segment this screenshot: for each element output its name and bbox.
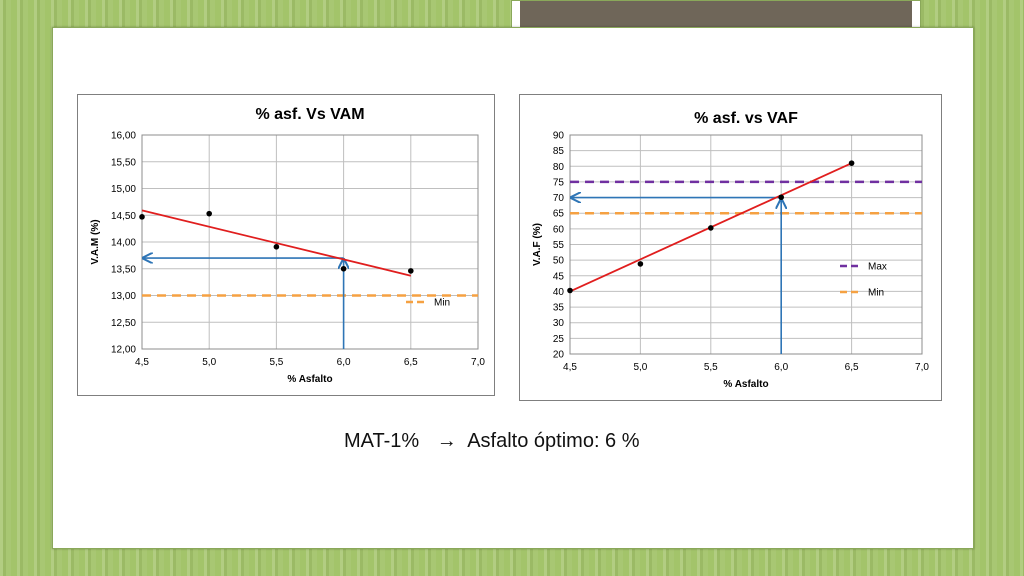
y-tick-label: 90 [553, 131, 565, 142]
data-point [848, 160, 855, 166]
x-tick-label: 4,5 [135, 357, 149, 368]
y-tick-label: 13,00 [111, 291, 136, 302]
y-tick-label: 85 [553, 146, 565, 157]
y-tick-label: 60 [553, 224, 565, 235]
y-tick-label: 12,00 [111, 345, 136, 356]
y-tick-label: 40 [553, 287, 565, 298]
data-point [567, 287, 573, 294]
y-tick-label: 50 [553, 256, 565, 267]
y-tick-label: 75 [553, 177, 565, 188]
chart-vam-svg: 12,00 12,50 13,00 13,50 14,00 14,50 15,00 15,50… [90, 106, 485, 385]
y-tick-label: 65 [553, 209, 565, 220]
legend-label-min: Min [434, 298, 450, 309]
conclusion-text: MAT-1% → Asfalto óptimo: 6 % [344, 430, 640, 453]
chart-vam: 12,00 12,50 13,00 13,50 14,00 14,50 15,00 15,50… [77, 94, 495, 396]
data-point [708, 225, 714, 231]
trend-line [141, 209, 412, 277]
x-tick-label: 5,5 [269, 357, 283, 368]
conclusion-material: MAT-1% [344, 430, 420, 452]
chart-vaf-svg: 20 25 30 35 40 45 50 55 60 65 70 75 80 85 90 4,5 5,0 5,5 6… [532, 110, 929, 390]
x-tick-label: 7,0 [471, 357, 485, 368]
y-tick-label: 15,00 [111, 184, 136, 195]
data-point [340, 265, 347, 272]
right-arrow-icon: → [436, 430, 457, 452]
x-tick-label: 4,5 [563, 362, 577, 373]
data-point [408, 268, 414, 274]
data-point [139, 214, 145, 220]
y-tick-label: 80 [553, 162, 565, 173]
legend-label-max: Max [868, 262, 887, 273]
y-axis-label: V.A.F (%) [532, 223, 543, 266]
chart-vaf: 20 25 30 35 40 45 50 55 60 65 70 75 80 85 90 4,5 5,0 5,5 6… [519, 94, 942, 401]
data-point [637, 261, 644, 267]
x-axis-label: % Asfalto [287, 374, 332, 385]
y-tick-label: 14,00 [111, 238, 136, 249]
plot-area [141, 134, 479, 350]
y-tick-label: 30 [553, 318, 565, 329]
x-tick-label: 6,0 [774, 362, 788, 373]
x-tick-label: 5,0 [633, 362, 647, 373]
x-tick-label: 6,0 [337, 357, 351, 368]
y-tick-label: 13,50 [111, 264, 136, 275]
y-tick-label: 45 [553, 271, 565, 282]
y-tick-label: 70 [553, 193, 565, 204]
data-point [778, 194, 784, 201]
data-point [273, 244, 280, 250]
chart-title: % asf. Vs VAM [255, 106, 364, 123]
x-tick-label: 5,5 [704, 362, 718, 373]
chart-title: % asf. vs VAF [694, 110, 798, 127]
x-tick-label: 6,5 [845, 362, 859, 373]
x-tick-label: 5,0 [202, 357, 216, 368]
y-tick-label: 25 [553, 334, 565, 345]
y-tick-label: 12,50 [111, 318, 136, 329]
data-point [206, 210, 212, 217]
y-tick-label: 14,50 [111, 211, 136, 222]
x-tick-label: 6,5 [404, 357, 418, 368]
y-tick-label: 15,50 [111, 157, 136, 168]
y-axis-label: V.A.M (%) [90, 219, 101, 264]
plot-area [569, 134, 923, 355]
y-tick-label: 35 [553, 303, 565, 314]
x-tick-label: 7,0 [915, 362, 929, 373]
y-tick-label: 55 [553, 240, 565, 251]
x-axis-label: % Asfalto [723, 379, 768, 390]
conclusion-result: Asfalto óptimo: 6 % [467, 430, 640, 452]
y-tick-label: 20 [553, 350, 565, 361]
legend-label-min: Min [868, 288, 884, 299]
y-tick-label: 16,00 [111, 131, 136, 142]
